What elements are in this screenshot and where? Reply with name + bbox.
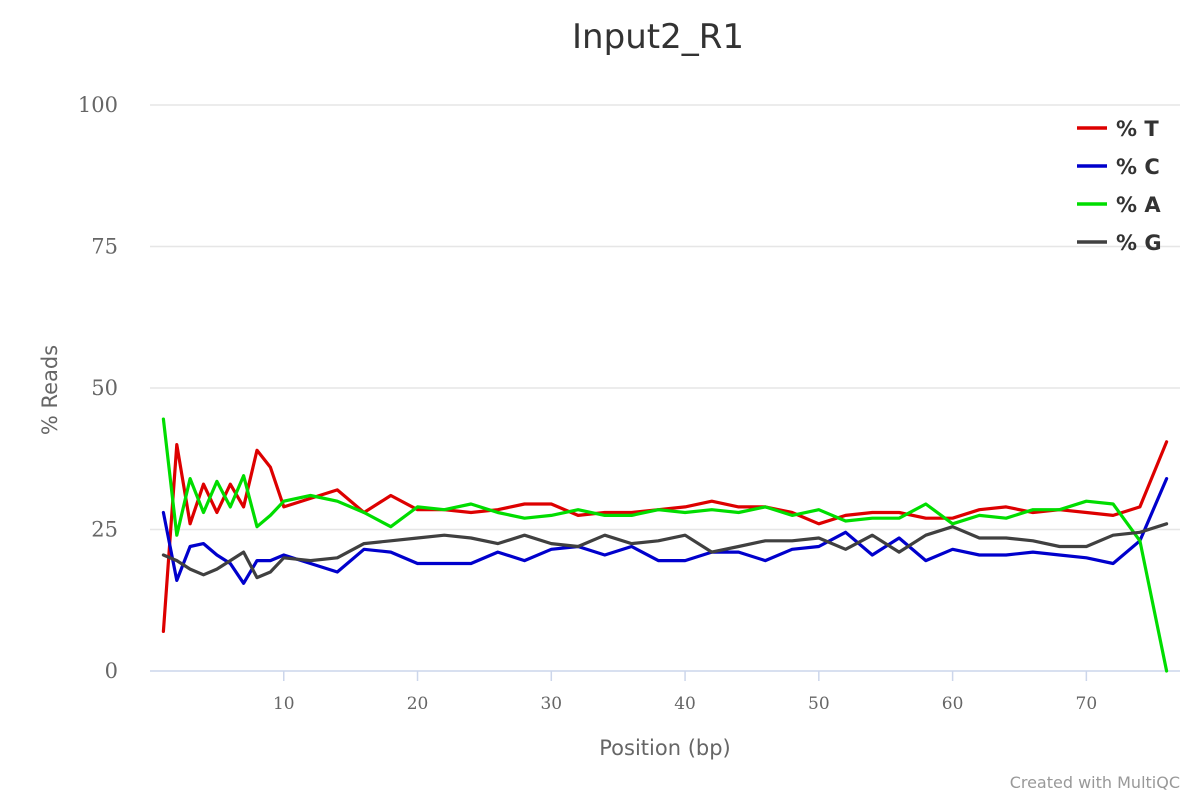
legend-item-a[interactable]: % A [1077, 193, 1161, 217]
y-tick-label: 0 [105, 659, 118, 683]
legend-label: % T [1116, 117, 1159, 141]
x-tick-label: 10 [273, 694, 295, 714]
chart-title: Input2_R1 [572, 17, 744, 57]
legend-item-c[interactable]: % C [1077, 155, 1160, 179]
legend-item-t[interactable]: % T [1077, 117, 1159, 141]
x-tick-label: 40 [674, 694, 696, 714]
series-lines [161, 417, 1169, 673]
legend: % T % C % A % G [1077, 117, 1162, 255]
grid-lines [150, 104, 1180, 531]
y-tick-label: 50 [91, 376, 118, 400]
series-line-t[interactable] [161, 440, 1169, 634]
y-tick-label: 25 [91, 518, 118, 542]
series-line-g[interactable] [161, 522, 1169, 580]
tick-labels: 0 25 50 75 100 10 20 30 40 50 60 70 [78, 93, 1097, 714]
x-axis [150, 670, 1180, 681]
y-axis-title: % Reads [38, 345, 62, 435]
x-tick-label: 70 [1076, 694, 1098, 714]
legend-label: % G [1116, 231, 1162, 255]
legend-label: % C [1116, 155, 1160, 179]
credit-link[interactable]: Created with MultiQC [1010, 773, 1180, 792]
x-tick-label: 30 [540, 694, 562, 714]
x-tick-label: 20 [407, 694, 429, 714]
x-tick-label: 60 [942, 694, 964, 714]
series-line-a[interactable] [161, 417, 1169, 673]
y-tick-label: 100 [78, 93, 118, 117]
legend-label: % A [1116, 193, 1161, 217]
y-tick-label: 75 [91, 235, 118, 259]
x-axis-title: Position (bp) [599, 736, 731, 760]
legend-item-g[interactable]: % G [1077, 231, 1162, 255]
x-tick-label: 50 [808, 694, 830, 714]
series-line-c[interactable] [161, 477, 1169, 585]
